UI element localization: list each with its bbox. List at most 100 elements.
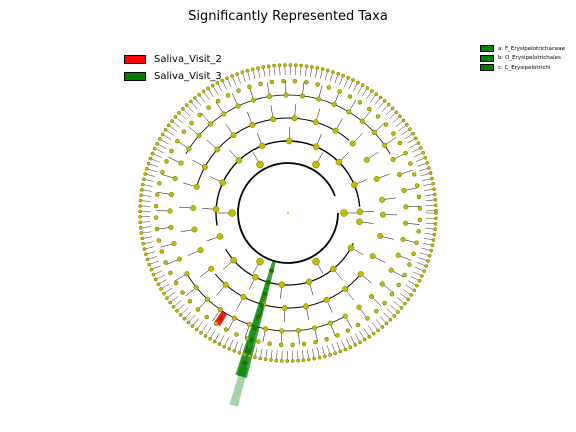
taxon-node xyxy=(427,253,432,258)
taxon-node xyxy=(186,320,191,325)
taxon-node xyxy=(335,158,343,166)
taxon-node xyxy=(343,347,348,352)
taxon-node xyxy=(269,358,273,362)
taxon-node xyxy=(181,129,187,134)
taxon-node xyxy=(193,284,199,290)
taxon-node xyxy=(145,257,150,262)
taxon-node xyxy=(138,209,142,214)
taxon-node xyxy=(367,334,372,339)
taxon-node xyxy=(327,320,333,326)
taxon-node xyxy=(190,324,195,328)
taxon-node xyxy=(395,252,401,258)
taxon-node xyxy=(310,65,314,69)
taxon-node xyxy=(397,172,403,178)
taxon-node xyxy=(171,240,177,247)
taxon-node xyxy=(312,119,319,126)
taxon-node xyxy=(216,233,224,240)
taxon-node xyxy=(237,350,242,355)
taxon-node xyxy=(189,120,194,126)
taxon-node xyxy=(408,127,412,132)
taxon-node xyxy=(369,253,376,260)
taxon-node xyxy=(315,96,322,102)
taxon-node xyxy=(250,97,257,103)
taxon-node xyxy=(290,359,295,363)
taxon-node xyxy=(416,141,421,145)
taxon-node xyxy=(182,316,187,321)
taxon-node xyxy=(416,194,422,200)
taxon-node xyxy=(304,64,309,69)
clade-legend-item-b: b: O_Erysipelotrichales xyxy=(480,54,565,64)
taxon-node xyxy=(394,110,399,115)
taxon-node xyxy=(188,99,193,104)
taxon-node xyxy=(363,156,370,163)
taxon-node xyxy=(178,313,183,317)
highlighted-node-visit3 xyxy=(262,291,268,297)
taxon-node xyxy=(353,343,358,347)
taxon-node xyxy=(176,256,182,262)
taxon-node xyxy=(212,205,220,213)
taxon-node xyxy=(428,171,433,176)
taxon-node xyxy=(380,211,386,218)
taxon-node xyxy=(299,93,305,99)
taxon-node xyxy=(351,181,358,189)
taxon-node xyxy=(153,203,159,209)
taxon-nodes-layer xyxy=(138,63,438,366)
taxon-node xyxy=(193,96,197,100)
taxon-node xyxy=(407,262,412,267)
taxon-node xyxy=(417,217,423,223)
ring-arc xyxy=(185,271,348,332)
taxon-node xyxy=(368,293,374,299)
taxon-node xyxy=(373,176,380,182)
taxon-node xyxy=(432,187,436,191)
ring-arc xyxy=(215,140,361,226)
taxon-node xyxy=(356,304,362,310)
taxon-node xyxy=(214,146,221,153)
taxon-node xyxy=(424,264,429,268)
taxon-node xyxy=(144,252,148,257)
taxon-node xyxy=(250,67,255,72)
clade-label-c: c: C_Erysipelotrichi xyxy=(498,64,551,71)
taxon-node xyxy=(230,74,234,78)
taxon-node xyxy=(315,66,320,70)
taxon-node xyxy=(222,344,227,349)
taxon-node xyxy=(168,270,173,276)
taxon-node xyxy=(403,204,409,210)
taxon-node xyxy=(148,156,153,161)
taxon-node xyxy=(256,160,264,169)
taxon-node xyxy=(240,293,247,300)
taxon-node xyxy=(414,183,420,188)
taxon-node xyxy=(434,216,438,221)
taxon-node xyxy=(406,297,411,302)
taxon-node xyxy=(389,292,395,297)
taxon-node xyxy=(382,300,387,306)
taxon-node xyxy=(278,281,285,288)
taxon-node xyxy=(404,122,409,127)
taxon-node xyxy=(415,283,419,288)
taxon-node xyxy=(157,137,162,141)
taxon-node xyxy=(349,140,356,147)
taxon-node xyxy=(347,94,353,99)
taxon-node xyxy=(340,209,348,217)
taxon-node xyxy=(430,176,434,181)
taxon-node xyxy=(165,296,169,300)
taxon-node xyxy=(232,349,237,353)
taxon-node xyxy=(157,181,162,186)
taxon-node xyxy=(258,81,263,87)
taxon-node xyxy=(197,92,201,97)
taxon-node xyxy=(429,248,434,253)
taxon-node xyxy=(398,114,402,119)
taxon-node xyxy=(147,262,152,267)
taxon-node xyxy=(139,231,144,235)
taxon-node xyxy=(288,63,293,67)
taxon-node xyxy=(143,172,148,176)
highlighted-node-visit3 xyxy=(242,360,248,366)
taxon-node xyxy=(359,118,365,124)
taxon-node xyxy=(199,330,203,335)
taxon-node xyxy=(323,296,330,303)
taxon-node xyxy=(432,192,437,197)
taxon-node xyxy=(240,70,245,75)
taxon-node xyxy=(266,93,273,100)
taxon-node xyxy=(336,71,340,76)
taxon-node xyxy=(220,78,225,83)
